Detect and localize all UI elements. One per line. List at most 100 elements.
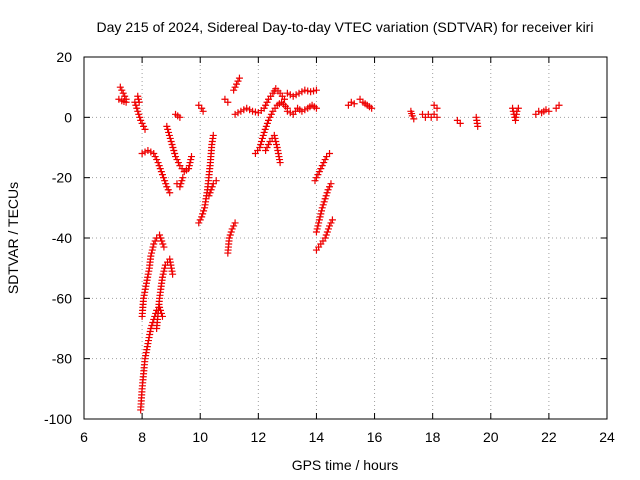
data-point-plus xyxy=(153,156,161,164)
data-point-plus xyxy=(199,107,207,115)
data-point-plus xyxy=(156,231,164,239)
data-point-plus xyxy=(265,140,273,148)
data-point-plus xyxy=(163,183,171,191)
data-point-plus xyxy=(314,171,322,179)
x-axis-label: GPS time / hours xyxy=(292,457,399,473)
data-point-plus xyxy=(312,86,320,94)
data-point-plus xyxy=(318,207,326,215)
data-point-plus xyxy=(316,213,324,221)
data-point-plus xyxy=(158,273,166,281)
data-point-plus xyxy=(317,165,325,173)
data-point-plus xyxy=(140,122,148,130)
data-point-plus xyxy=(159,240,167,248)
data-point-plus xyxy=(433,113,441,121)
data-point-plus xyxy=(187,156,195,164)
data-point-plus xyxy=(230,222,238,230)
data-point-plus xyxy=(545,107,553,115)
data-point-plus xyxy=(474,122,482,130)
data-point-plus xyxy=(116,83,124,91)
data-point-plus xyxy=(226,231,234,239)
data-point-plus xyxy=(326,150,334,158)
y-tick-label: -20 xyxy=(52,170,72,186)
data-point-plus xyxy=(270,131,278,139)
data-point-plus xyxy=(176,113,184,121)
data-point-plus xyxy=(261,125,269,133)
data-point-plus xyxy=(149,243,157,251)
data-point-plus xyxy=(168,140,176,148)
data-point-plus xyxy=(174,159,182,167)
data-point-plus xyxy=(231,219,239,227)
data-point-plus xyxy=(260,104,268,112)
y-tick-label: -60 xyxy=(52,290,72,306)
data-point-plus xyxy=(177,180,185,188)
data-point-plus xyxy=(164,186,172,194)
plot-frame xyxy=(83,56,608,420)
data-point-plus xyxy=(134,95,142,103)
data-point-plus xyxy=(122,98,130,106)
x-tick-label: 6 xyxy=(80,429,88,445)
data-point-plus xyxy=(235,74,243,82)
data-point-plus xyxy=(224,98,232,106)
data-point-plus xyxy=(263,119,271,127)
data-point-plus xyxy=(205,192,213,200)
data-point-plus xyxy=(196,216,204,224)
data-point-plus xyxy=(513,107,521,115)
data-point-plus xyxy=(312,174,320,182)
data-point-plus xyxy=(263,98,271,106)
data-point-plus xyxy=(158,171,166,179)
data-point-plus xyxy=(326,222,334,230)
data-point-plus xyxy=(368,104,376,112)
data-point-plus xyxy=(266,113,274,121)
data-point-plus xyxy=(157,234,165,242)
data-point-plus xyxy=(166,134,174,142)
data-point-plus xyxy=(166,189,174,197)
data-point-plus xyxy=(165,128,173,136)
data-point-plus xyxy=(262,101,270,109)
data-point-plus xyxy=(233,80,241,88)
data-point-plus xyxy=(151,153,159,161)
data-point-plus xyxy=(313,225,321,233)
x-tick-label: 18 xyxy=(425,429,441,445)
data-point-plus xyxy=(230,86,238,94)
data-point-plus xyxy=(350,100,358,108)
data-point-plus xyxy=(321,234,329,242)
data-point-plus xyxy=(212,177,220,185)
data-point-plus xyxy=(198,104,206,112)
data-point-plus xyxy=(267,110,275,118)
data-point-plus xyxy=(326,183,334,191)
data-point-plus xyxy=(258,134,266,142)
data-point-plus xyxy=(328,216,336,224)
data-point-plus xyxy=(138,119,146,127)
data-point-plus xyxy=(132,101,140,109)
data-point-plus xyxy=(456,119,464,127)
data-point-plus xyxy=(159,270,167,278)
data-point-plus xyxy=(147,252,155,260)
data-point-plus xyxy=(160,243,168,251)
data-point-plus xyxy=(262,147,270,155)
data-point-plus xyxy=(231,83,239,91)
data-point-plus xyxy=(208,183,216,191)
data-point-plus xyxy=(118,86,126,94)
data-point-plus xyxy=(311,177,319,185)
data-point-plus xyxy=(315,168,323,176)
data-point-plus xyxy=(271,134,279,142)
data-point-plus xyxy=(408,112,416,120)
data-point-plus xyxy=(163,122,171,130)
grid-lines xyxy=(84,57,607,419)
data-point-plus xyxy=(259,131,267,139)
data-point-plus xyxy=(148,246,156,254)
data-point-plus xyxy=(225,234,233,242)
data-point-plus xyxy=(176,183,184,191)
x-tick-label: 20 xyxy=(483,429,499,445)
data-point-plus xyxy=(172,153,180,161)
x-tick-label: 12 xyxy=(251,429,267,445)
data-point-plus xyxy=(324,225,332,233)
data-point-plus xyxy=(262,122,270,130)
data-point-plus xyxy=(272,140,280,148)
x-tick-label: 22 xyxy=(541,429,557,445)
data-point-plus xyxy=(320,159,328,167)
data-point-plus xyxy=(323,189,331,197)
data-point-plus xyxy=(161,264,169,272)
data-point-plus xyxy=(185,162,193,170)
x-tick-label: 10 xyxy=(192,429,208,445)
